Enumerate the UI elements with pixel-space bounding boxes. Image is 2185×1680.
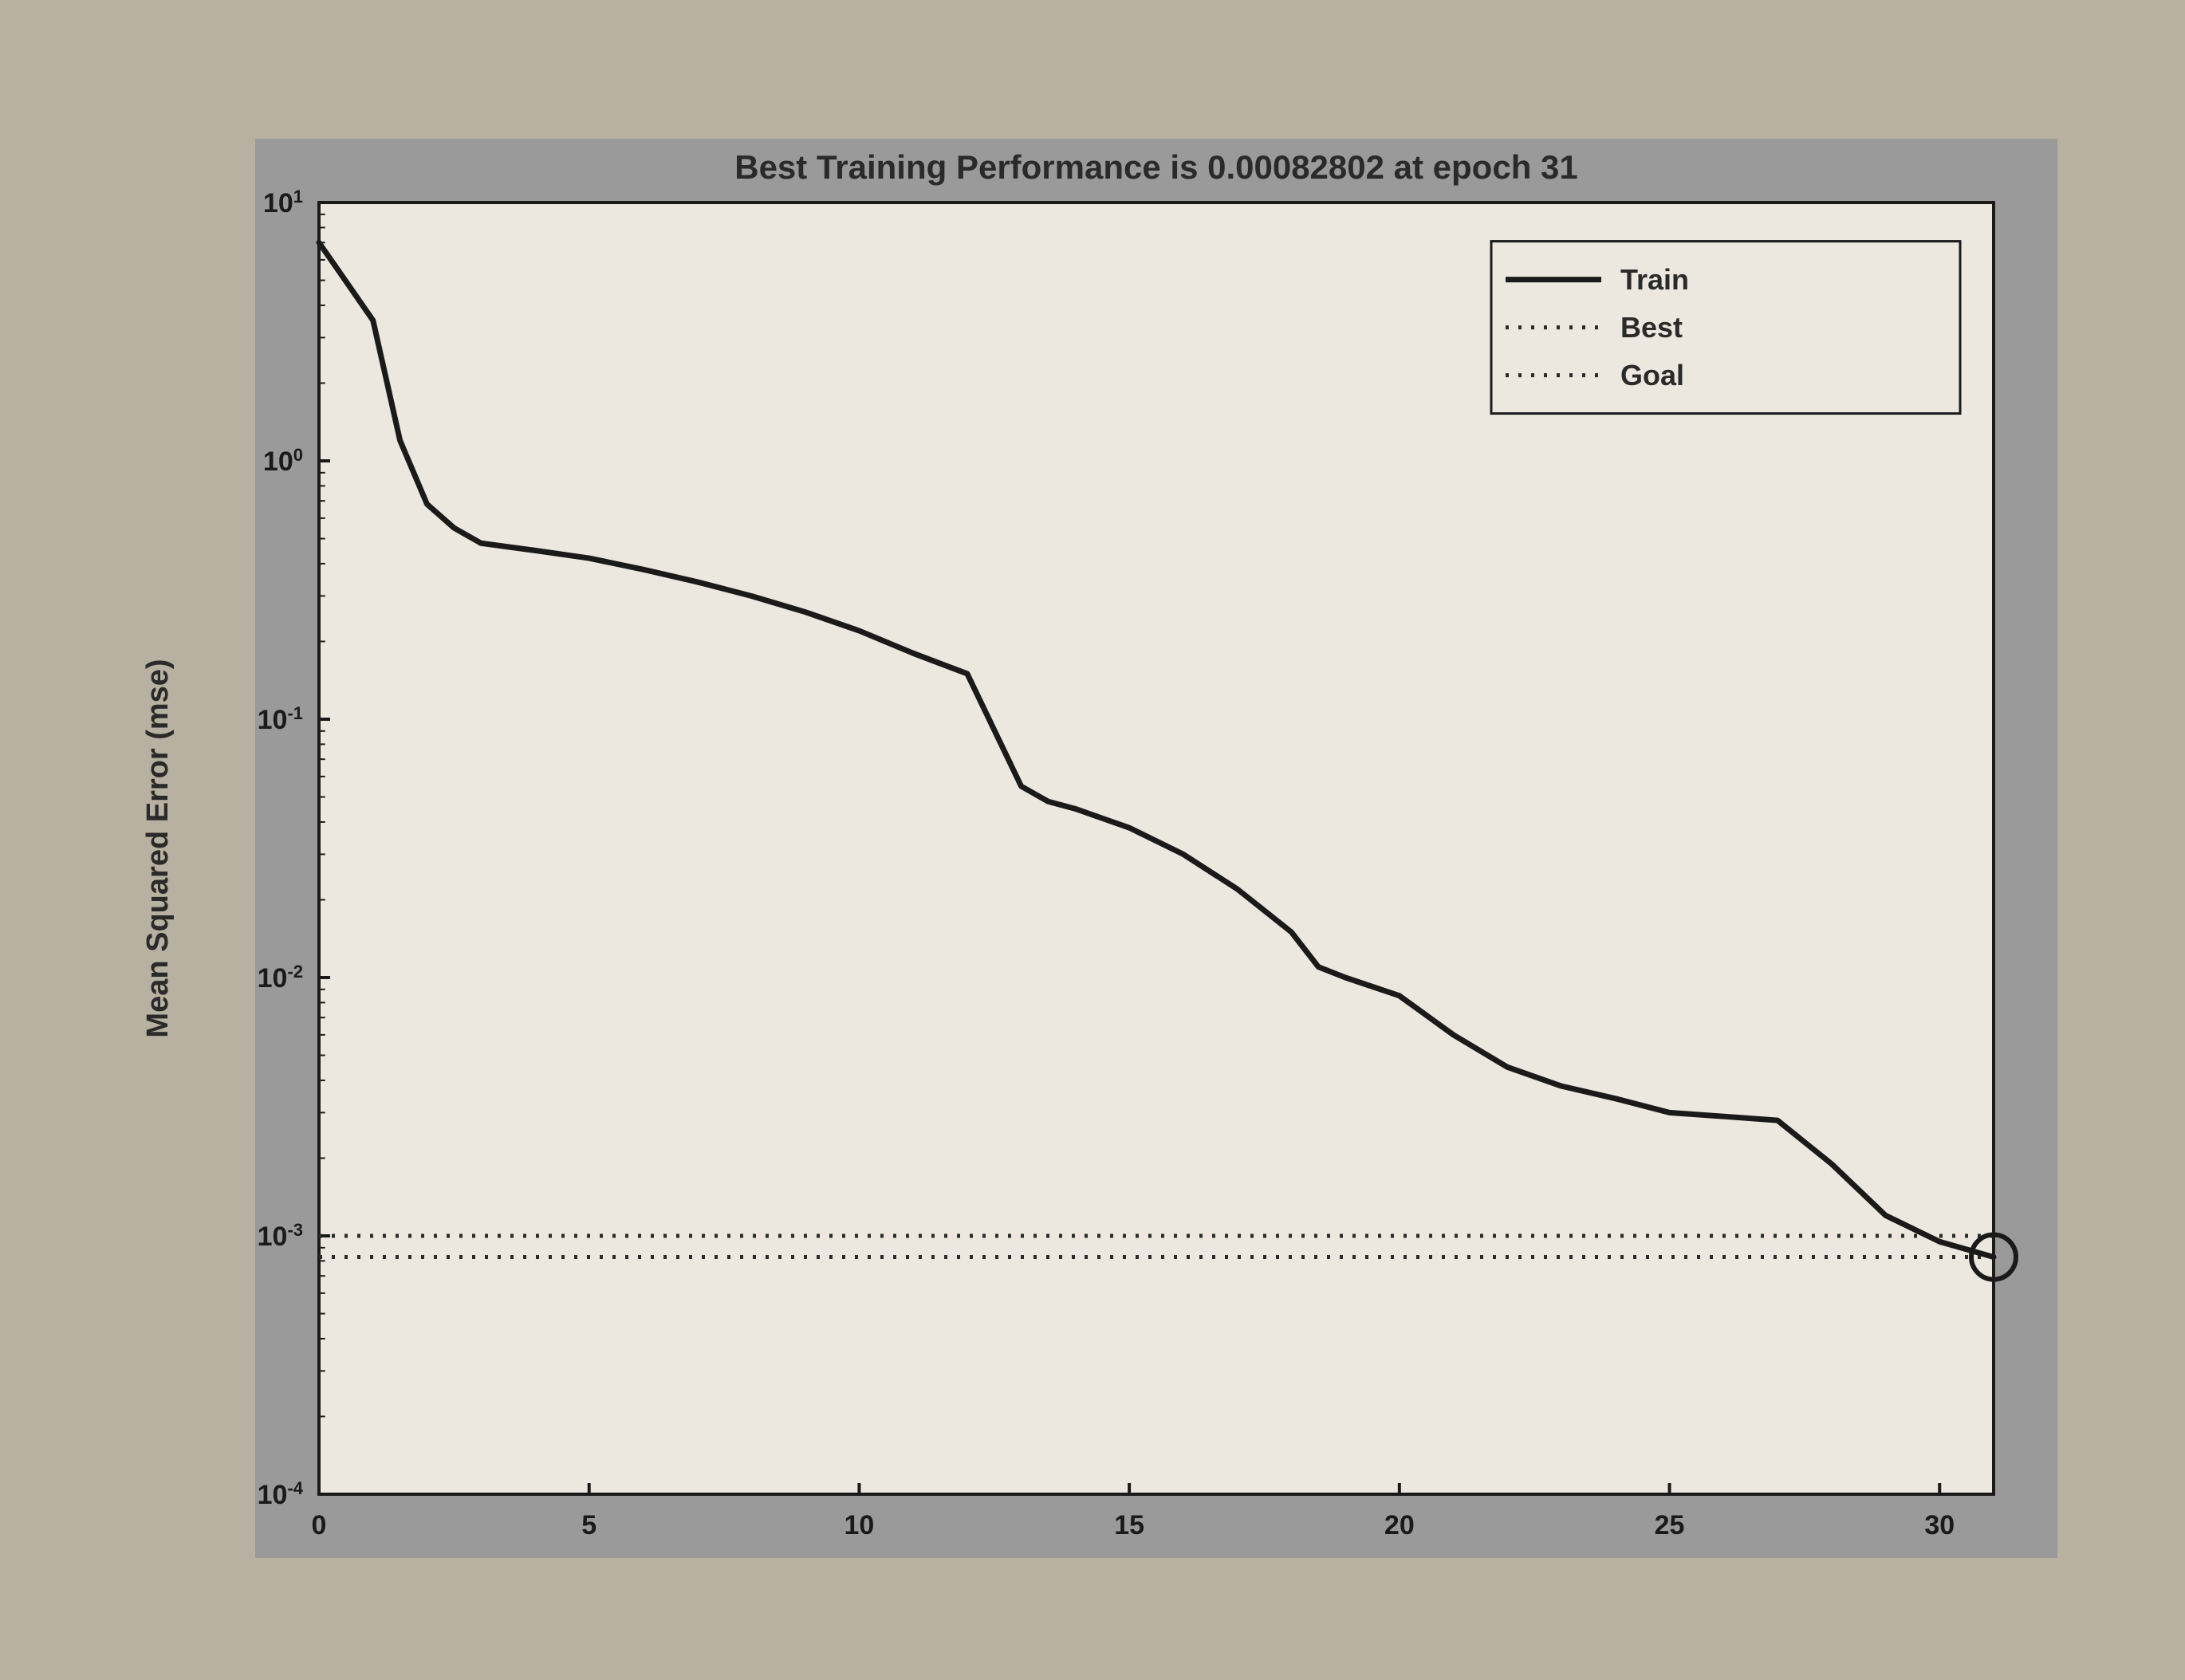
x-tick-label: 30 <box>1924 1510 1955 1540</box>
legend: Train Best Goal <box>1491 241 1960 413</box>
x-tick-label: 25 <box>1655 1510 1685 1540</box>
x-tick-label: 20 <box>1384 1510 1415 1540</box>
x-tick-label: 5 <box>581 1510 596 1540</box>
legend-label-best: Best <box>1620 311 1683 344</box>
x-tick-label: 0 <box>312 1510 327 1540</box>
x-tick-label: 15 <box>1114 1510 1144 1540</box>
chart-title: Best Training Performance is 0.00082802 … <box>734 148 1578 186</box>
y-axis-label: Mean Squared Error (mse) <box>141 659 175 1037</box>
x-tick-label: 10 <box>844 1510 875 1540</box>
training-chart: Best Training Performance is 0.00082802 … <box>88 83 2097 1598</box>
legend-label-goal: Goal <box>1620 359 1684 391</box>
legend-label-train: Train <box>1620 263 1689 296</box>
